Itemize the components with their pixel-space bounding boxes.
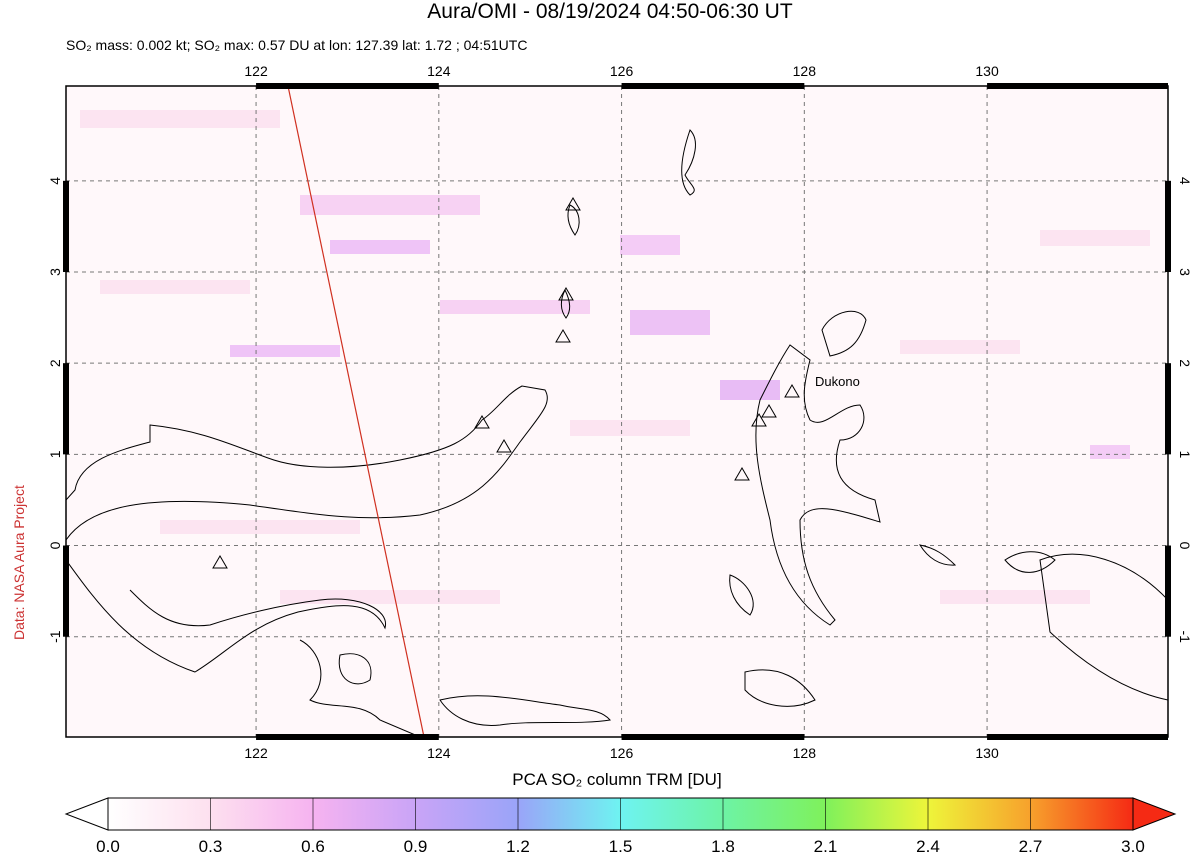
lon-tick-label-bottom: 126 (610, 745, 634, 761)
frame-bar (256, 734, 439, 740)
colorbar-tick-label: 2.7 (1019, 837, 1043, 855)
colorbar-tick-label: 2.4 (916, 837, 940, 855)
map-body (66, 86, 1168, 737)
map-background (66, 86, 1168, 737)
lat-tick-label-left: 1 (47, 450, 63, 458)
colorbar-tick-label: 2.1 (814, 837, 838, 855)
frame-bar (987, 83, 1168, 89)
title: Aura/OMI - 08/19/2024 04:50-06:30 UT (427, 0, 793, 23)
colorbar-title: PCA SO₂ column TRM [DU] (512, 770, 721, 789)
lat-tick-label-right: 3 (1177, 268, 1193, 276)
lat-tick-label-right: -1 (1177, 630, 1193, 643)
lat-tick-label-left: 4 (47, 177, 63, 185)
lon-tick-label-top: 122 (244, 63, 268, 79)
lat-tick-label-left: 3 (47, 268, 63, 276)
volcano-label: Dukono (815, 374, 860, 389)
frame-bar (987, 734, 1168, 740)
colorbar-tick-label: 3.0 (1121, 837, 1145, 855)
lon-tick-label-top: 130 (975, 63, 999, 79)
frame-bar (63, 180, 69, 272)
map-frame (63, 83, 1171, 740)
colorbar-high-arrow (1132, 797, 1177, 831)
lon-tick-label-bottom: 122 (244, 745, 268, 761)
lat-tick-label-right: 4 (1177, 177, 1193, 185)
side-label: Data: NASA Aura Project (11, 485, 27, 640)
frame-bar (1165, 363, 1171, 455)
frame-bar (621, 83, 805, 89)
so2-swaths (80, 110, 1150, 604)
lat-tick-label-right: 0 (1177, 542, 1193, 550)
colorbar (64, 797, 1177, 831)
colorbar-tick-label: 0.0 (96, 837, 120, 855)
lat-tick-label-right: 2 (1177, 359, 1193, 367)
lon-tick-label-top: 126 (610, 63, 634, 79)
lon-tick-label-top: 128 (793, 63, 817, 79)
lat-tick-label-left: 0 (47, 541, 63, 549)
colorbar-tick-label: 0.9 (404, 837, 428, 855)
frame-bar (63, 545, 69, 637)
colorbar-tick-label: 1.8 (711, 837, 735, 855)
frame-bar (1165, 180, 1171, 272)
lon-tick-label-bottom: 124 (427, 745, 451, 761)
frame-bar (1165, 545, 1171, 637)
lat-tick-label-left: -1 (47, 630, 63, 643)
colorbar-tick-label: 0.3 (199, 837, 223, 855)
colorbar-tick-label: 1.5 (609, 837, 633, 855)
colorbar-tick-label: 0.6 (301, 837, 325, 855)
frame-bar (256, 83, 439, 89)
frame-bar (63, 363, 69, 455)
frame-bar (621, 734, 805, 740)
lat-tick-label-right: 1 (1177, 450, 1193, 458)
coastlines (66, 129, 1168, 737)
colorbar-low-arrow (64, 797, 109, 831)
subtitle: SO₂ mass: 0.002 kt; SO₂ max: 0.57 DU at … (66, 37, 527, 53)
colorbar-tick-label: 1.2 (506, 837, 530, 855)
orbit-track (287, 86, 425, 737)
lon-tick-label-bottom: 128 (793, 745, 817, 761)
lon-tick-label-top: 124 (427, 63, 451, 79)
volcano-markers (212, 197, 800, 569)
lat-tick-label-left: 2 (47, 359, 63, 367)
lon-tick-label-bottom: 130 (975, 745, 999, 761)
